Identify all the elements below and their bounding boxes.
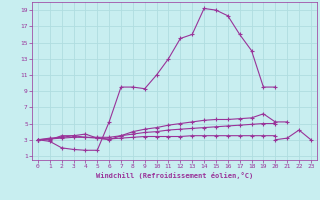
X-axis label: Windchill (Refroidissement éolien,°C): Windchill (Refroidissement éolien,°C) [96, 172, 253, 179]
